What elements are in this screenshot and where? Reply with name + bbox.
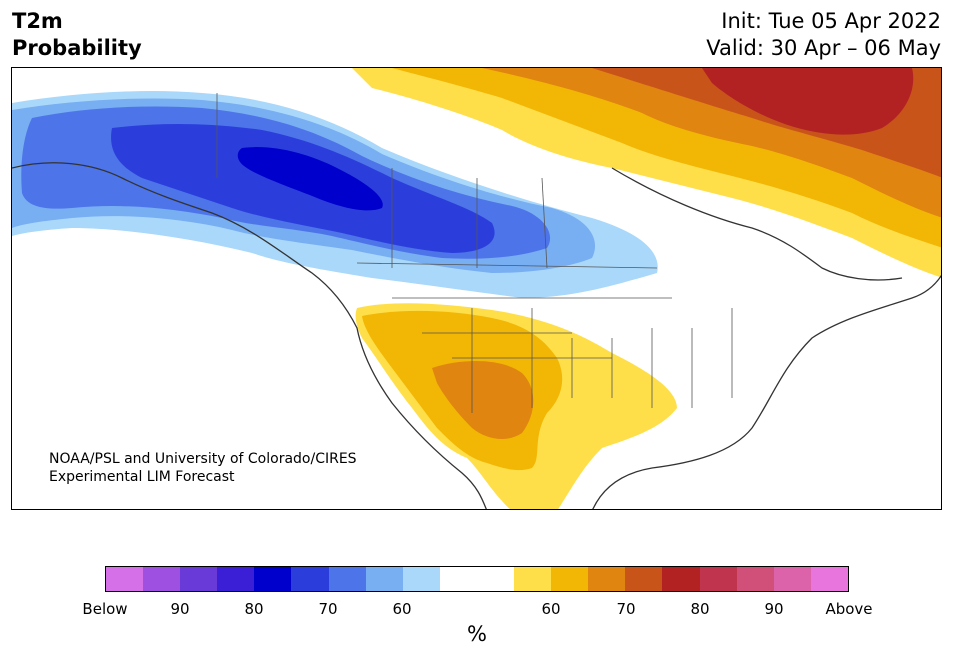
colorbar-tick-label: 70: [318, 600, 338, 618]
cold-80-region: [237, 147, 383, 211]
warm-80-region: [702, 68, 914, 135]
colorbar-tick-label: Above: [825, 600, 873, 618]
colorbar-tick-label: 70: [616, 600, 636, 618]
colorbar-cell: [736, 567, 774, 591]
probability-map: [12, 68, 941, 509]
colorbar-tick-label: 90: [764, 600, 784, 618]
colorbar-tick-label: 80: [244, 600, 264, 618]
state-borders: [216, 93, 733, 413]
colorbar-tick-label: Below: [82, 600, 128, 618]
colorbar-cell: [551, 567, 589, 591]
colorbar-tick-label: 90: [170, 600, 190, 618]
colorbar-cell: [699, 567, 737, 591]
colorbar-cell: [625, 567, 663, 591]
forecast-dates: Init: Tue 05 Apr 2022 Valid: 30 Apr – 06…: [706, 8, 941, 62]
credit-line-2: Experimental LIM Forecast: [49, 469, 235, 485]
colorbar-cell: [588, 567, 626, 591]
colorbar-tick-label: 80: [690, 600, 710, 618]
colorbar-cell: [402, 567, 440, 591]
colorbar-cell: [291, 567, 329, 591]
colorbar-cell: [662, 567, 700, 591]
colorbar-tick-label: 60: [541, 600, 561, 618]
credit-text: NOAA/PSL and University of Colorado/CIRE…: [49, 450, 357, 486]
colorbar-cell: [476, 567, 515, 591]
colorbar-cell: [180, 567, 218, 591]
title-line-1: T2m: [12, 9, 63, 33]
colorbar-cell: [254, 567, 292, 591]
colorbar-cell: [328, 567, 366, 591]
colorbar-unit: %: [467, 622, 487, 646]
colorbar-cell: [217, 567, 255, 591]
valid-dates: Valid: 30 Apr – 06 May: [706, 36, 941, 60]
colorbar-cell: [365, 567, 403, 591]
colorbar-cell: [106, 567, 144, 591]
colorbar: [105, 566, 849, 592]
title-line-2: Probability: [12, 36, 142, 60]
colorbar-tick-label: 60: [392, 600, 412, 618]
credit-line-1: NOAA/PSL and University of Colorado/CIRE…: [49, 451, 357, 467]
colorbar-cell: [143, 567, 181, 591]
coastline: [12, 162, 941, 509]
map-panel: [11, 67, 942, 510]
colorbar-cell: [810, 567, 848, 591]
colorbar-cell: [773, 567, 811, 591]
warm-sw-70-region: [432, 361, 534, 440]
init-date: Init: Tue 05 Apr 2022: [721, 9, 941, 33]
colorbar-cell: [439, 567, 477, 591]
colorbar-cell: [514, 567, 552, 591]
map-title: T2m Probability: [12, 8, 142, 62]
